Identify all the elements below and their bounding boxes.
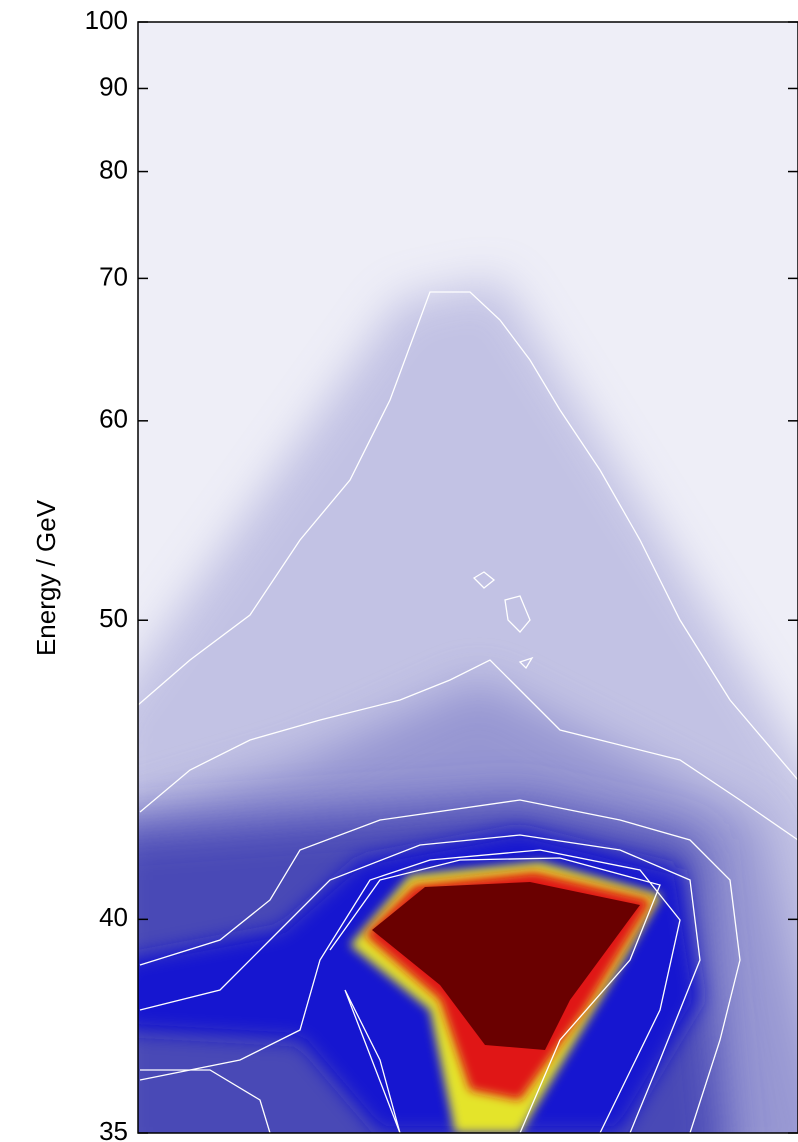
y-tick-label: 100 [85, 5, 128, 35]
y-axis-label: Energy / GeV [31, 499, 61, 656]
contour [139, 659, 798, 841]
y-tick-label: 40 [99, 902, 128, 932]
plot-frame [137, 21, 798, 1134]
contour [139, 849, 681, 1133]
contour [139, 799, 741, 1133]
core-dark [372, 882, 640, 1050]
contour [329, 857, 661, 1133]
y-tick-label: 60 [99, 404, 128, 434]
y-tick-label: 70 [99, 261, 128, 291]
y-tick-label: 35 [99, 1116, 128, 1142]
y-tick-label: 90 [99, 71, 128, 101]
y-tick-label: 50 [99, 603, 128, 633]
contour [140, 1069, 271, 1133]
contour [472, 571, 534, 670]
contour [139, 834, 701, 1133]
y-tick-label: 80 [99, 154, 128, 184]
density-map [138, 22, 798, 1133]
contour [138, 291, 798, 781]
